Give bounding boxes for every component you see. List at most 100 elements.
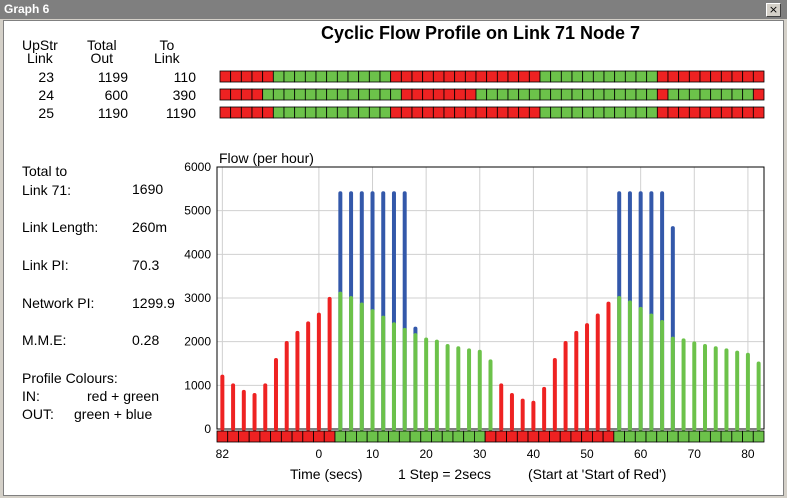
signal-cell-link25 [336, 106, 349, 119]
signal-cell-link23 [528, 70, 541, 83]
axis-signal-cell [302, 430, 314, 443]
signal-cell-link24 [646, 88, 658, 101]
axis-signal-cell [409, 430, 422, 443]
row-2-to-link: 390 [172, 87, 196, 103]
signal-cell-link25 [518, 106, 530, 119]
signal-cell-link25 [326, 106, 338, 119]
axis-signal-cell [356, 430, 368, 443]
signal-cell-link24 [304, 88, 317, 101]
x-tick-label: 10 [366, 447, 380, 461]
total-to-link-label: Total to Link 71: [22, 163, 72, 198]
signal-cell-link23 [550, 70, 562, 83]
signal-cell-link25 [571, 106, 584, 119]
link-pi-value: 70.3 [132, 257, 160, 273]
signal-cell-link25 [614, 106, 626, 119]
signal-cell-link23 [496, 70, 509, 83]
close-button[interactable]: × [766, 3, 781, 17]
signal-cell-link24 [262, 88, 274, 101]
y-axis-label: Flow (per hour) [219, 150, 314, 166]
signal-cell-link25 [528, 106, 541, 119]
signal-cell-link24 [635, 88, 648, 101]
axis-signal-cell [280, 430, 293, 443]
x-tick-label: 70 [688, 447, 702, 461]
signal-cell-link24 [710, 88, 722, 101]
signal-cell-link23 [539, 70, 552, 83]
signal-cell-link23 [699, 70, 712, 83]
signal-cell-link24 [571, 88, 584, 101]
axis-signal-cell [634, 430, 647, 443]
signal-cell-link24 [624, 88, 637, 101]
signal-cell-link24 [614, 88, 626, 101]
signal-cell-link24 [720, 88, 733, 101]
signal-cell-link23 [379, 70, 392, 83]
signal-cell-link23 [731, 70, 744, 83]
axis-signal-cell [227, 430, 239, 443]
axis-signal-cell [527, 430, 540, 443]
mme-value: 0.28 [132, 332, 160, 348]
signal-cell-link24 [379, 88, 392, 101]
signal-cell-link24 [315, 88, 328, 101]
signal-cell-link23 [411, 70, 424, 83]
signal-cell-link25 [251, 106, 264, 119]
signal-cell-link25 [710, 106, 722, 119]
window-title: Graph 6 [4, 2, 50, 16]
signal-cell-link23 [443, 70, 456, 83]
signal-cell-link23 [368, 70, 381, 83]
signal-cell-link25 [752, 106, 765, 119]
signal-cell-link23 [688, 70, 701, 83]
signal-cell-link25 [230, 106, 242, 119]
signal-cell-link24 [582, 88, 594, 101]
signal-cell-link25 [454, 106, 466, 119]
row-1-total-out: 1199 [97, 69, 128, 85]
signal-cell-link23 [592, 70, 605, 83]
graph-window-client: UpStr Link Total Out To Link 23 1199 110… [3, 20, 784, 496]
row-1-upstr: 23 [38, 69, 54, 85]
axis-signal-cell [581, 430, 593, 443]
axis-signal-cell [570, 430, 583, 443]
step-note: 1 Step = 2secs [398, 466, 491, 482]
link-length-label: Link Length: [22, 219, 99, 235]
y-tick-label: 1000 [184, 378, 211, 392]
signal-cell-link24 [667, 88, 680, 101]
signal-cell-link24 [560, 88, 573, 101]
signal-cell-link23 [603, 70, 616, 83]
signal-cell-link24 [699, 88, 712, 101]
chart-title: Cyclic Flow Profile on Link 71 Node 7 [321, 23, 641, 43]
axis-signal-cell [441, 430, 454, 443]
signal-cell-link23 [240, 70, 253, 83]
signal-cell-link23 [720, 70, 733, 83]
axis-signal-cell [248, 430, 261, 443]
axis-signal-cell [345, 430, 357, 443]
network-pi-label: Network PI: [22, 295, 95, 311]
signal-cell-link25 [358, 106, 370, 119]
in-value: red + green [87, 388, 159, 404]
signal-cell-link24 [539, 88, 552, 101]
axis-signal-cell [334, 430, 347, 443]
signal-cell-link25 [742, 106, 754, 119]
axis-signal-cell [506, 430, 518, 443]
flow-profile-chart: 0 1000 2000 3000 4000 5000 6000 82 0 10 20 30 40 50 60… [184, 70, 765, 482]
signal-cell-link24 [240, 88, 253, 101]
signal-cell-link25 [475, 106, 488, 119]
signal-cell-link24 [390, 88, 402, 101]
signal-cell-link24 [507, 88, 520, 101]
axis-signal-cell [752, 430, 765, 443]
x-tick-label: 60 [634, 447, 648, 461]
axis-signal-cell [238, 430, 250, 443]
axis-signal-cell [291, 430, 304, 443]
signal-cell-link24 [486, 88, 498, 101]
total-to-link-value: 1690 [132, 181, 164, 197]
axis-signal-cell [742, 430, 754, 443]
signal-cell-link24 [336, 88, 349, 101]
signal-cell-link25 [635, 106, 648, 119]
signal-cell-link24 [400, 88, 413, 101]
signal-cell-link25 [368, 106, 381, 119]
signal-cell-link23 [486, 70, 498, 83]
row-2-total-out: 600 [104, 87, 128, 103]
signal-cell-link25 [699, 106, 712, 119]
signal-cell-link23 [571, 70, 584, 83]
y-tick-label: 2000 [184, 335, 211, 349]
signal-cell-link23 [635, 70, 648, 83]
row-2-upstr: 24 [38, 87, 54, 103]
x-tick-label: 30 [473, 447, 487, 461]
